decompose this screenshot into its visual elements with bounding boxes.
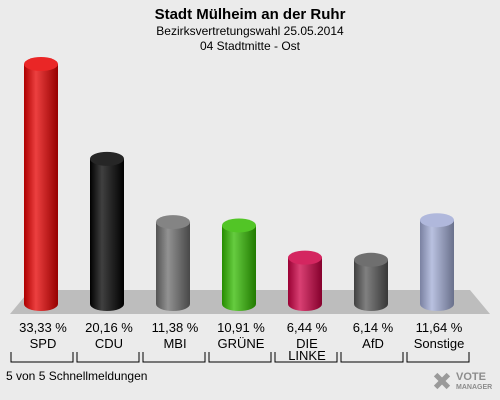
vote-manager-logo: VOTE MANAGER (433, 371, 492, 391)
category-label-afd: AfD (362, 336, 384, 351)
category-label-sonstige: Sonstige (414, 336, 465, 351)
category-divider-grüne (208, 352, 272, 363)
bar-mbi (156, 222, 190, 311)
value-label-die-linke: 6,44 % (287, 320, 328, 335)
category-label-die-linke: DIE LINKE (288, 336, 326, 363)
footer-status: 5 von 5 Schnellmeldungen (6, 369, 147, 383)
bar-top-cdu (90, 151, 124, 166)
value-label-sonstige: 11,64 % (416, 320, 463, 335)
logo-text-manager: MANAGER (456, 384, 492, 391)
bar-top-mbi (156, 215, 190, 230)
chart-subtitle-district: 04 Stadtmitte - Ost (200, 39, 301, 53)
bar-top-grüne (222, 218, 256, 233)
logo-mark-icon (433, 372, 451, 390)
value-label-spd: 33,33 % (19, 320, 67, 335)
category-label-mbi: MBI (163, 336, 186, 351)
chart-title: Stadt Mülheim an der Ruhr (155, 6, 346, 23)
value-label-cdu: 20,16 % (85, 320, 133, 335)
bar-group (24, 57, 454, 311)
chart-subtitle: Bezirksvertretungswahl 25.05.2014 (156, 24, 344, 38)
bar-spd (24, 64, 58, 311)
bar-cdu (90, 158, 124, 311)
category-divider-afd (340, 352, 404, 363)
bar-die-linke (288, 257, 322, 311)
value-label-afd: 6,14 % (353, 320, 394, 335)
category-label-spd: SPD (30, 336, 57, 351)
bar-top-spd (24, 57, 58, 72)
category-divider-cdu (76, 352, 140, 363)
value-label-group: 33,33 % 20,16 % 11,38 % 10,91 % 6,44 % 6,14 %… (19, 320, 463, 335)
bar-sonstige (420, 220, 454, 311)
category-divider-spd (10, 352, 74, 363)
value-label-grüne: 10,91 % (217, 320, 265, 335)
category-divider-die-linke (274, 352, 338, 363)
category-label-cdu: CDU (95, 336, 123, 351)
bar-top-sonstige (420, 213, 454, 228)
bar-top-die-linke (288, 250, 322, 265)
bar-afd (354, 259, 388, 311)
category-divider-mbi (142, 352, 206, 363)
category-label-grüne: GRÜNE (218, 336, 265, 351)
bar-top-afd (354, 252, 388, 267)
bar-grüne (222, 225, 256, 311)
value-label-mbi: 11,38 % (152, 320, 199, 335)
category-divider-sonstige (406, 352, 470, 363)
category-label-group: SPD CDU MBI GRÜNE DIE LINKE AfD Sonstige (10, 336, 470, 363)
logo-text-vote: VOTE (456, 371, 486, 383)
